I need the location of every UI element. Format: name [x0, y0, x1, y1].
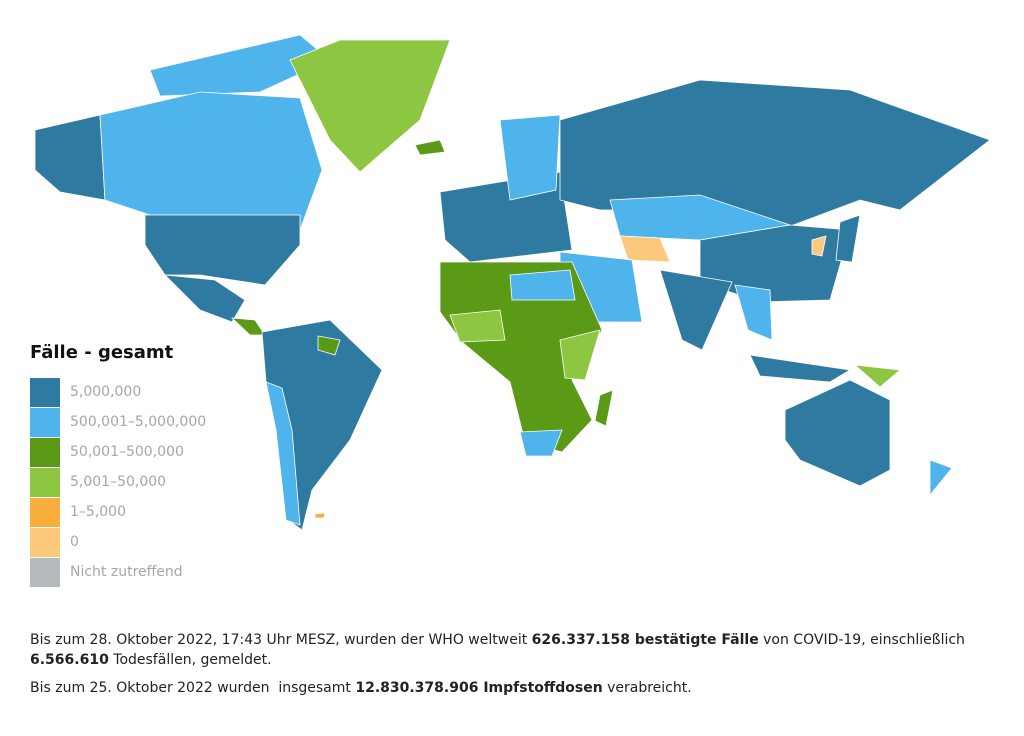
usa [144, 214, 301, 286]
legend-label: 0 [70, 534, 79, 550]
iceland [414, 139, 446, 156]
note-bold-text: 6.566.610 [30, 652, 109, 668]
legend-swatch [30, 407, 60, 437]
legend-label: 5,000,000 [70, 384, 142, 400]
note-text: Bis zum 28. Oktober 2022, 17:43 Uhr MESZ… [30, 632, 532, 648]
south-africa [519, 429, 563, 457]
north-africa [509, 269, 576, 301]
legend-swatch [30, 497, 60, 527]
greenland [289, 39, 451, 173]
russia [559, 79, 991, 231]
indonesia [749, 354, 852, 383]
papua [853, 364, 901, 388]
note-bold-text: 12.830.378.906 Impfstoffdosen [355, 680, 603, 696]
note-text: verabreicht. [602, 680, 692, 696]
legend-item: 0 [30, 527, 206, 557]
legend-title: Fälle - gesamt [30, 342, 174, 363]
legend-item: 500,001–5,000,000 [30, 407, 206, 437]
chile-peru [265, 381, 301, 526]
legend-label: 50,001–500,000 [70, 444, 184, 460]
legend-item: 5,000,000 [30, 377, 206, 407]
korea [811, 235, 827, 257]
note-bold-text: 626.337.158 bestätigte Fälle [531, 632, 759, 648]
legend-swatch [30, 467, 60, 497]
legend-label: Nicht zutreffend [70, 564, 183, 580]
legend-item: 50,001–500,000 [30, 437, 206, 467]
note-paragraph: Bis zum 28. Oktober 2022, 17:43 Uhr MESZ… [30, 630, 990, 670]
arctic-islands [149, 34, 331, 97]
central-asia [619, 235, 671, 263]
mexico [163, 274, 246, 323]
legend-items: 5,000,000 500,001–5,000,000 50,001–500,000… [30, 377, 206, 587]
falklands [314, 512, 326, 519]
madagascar [594, 389, 614, 427]
legend-label: 1–5,000 [70, 504, 126, 520]
notes: Bis zum 28. Oktober 2022, 17:43 Uhr MESZ… [30, 630, 990, 706]
africa [439, 261, 603, 453]
legend-item: 5,001–50,000 [30, 467, 206, 497]
legend-swatch [30, 377, 60, 407]
australia [784, 379, 891, 487]
legend: Fälle - gesamt 5,000,000 500,001–5,000,00… [30, 342, 206, 587]
legend-item: 1–5,000 [30, 497, 206, 527]
legend-swatch [30, 437, 60, 467]
west-africa [449, 309, 506, 343]
alaska [34, 114, 106, 201]
guyana [317, 335, 341, 356]
legend-label: 5,001–50,000 [70, 474, 167, 490]
note-text: Bis zum 25. Oktober 2022 wurden insgesam… [30, 680, 356, 696]
legend-item: Nicht zutreffend [30, 557, 206, 587]
note-text: Todesfällen, gemeldet. [108, 652, 272, 668]
legend-label: 500,001–5,000,000 [70, 414, 207, 430]
canada [99, 91, 323, 231]
world-map [34, 34, 991, 531]
southeast-asia [734, 284, 773, 341]
japan [835, 214, 861, 263]
east-africa [559, 329, 601, 381]
central-america [230, 317, 266, 336]
note-text: von COVID-19, einschließlich [758, 632, 970, 648]
scandinavia [499, 114, 561, 201]
legend-swatch [30, 557, 60, 587]
note-paragraph: Bis zum 25. Oktober 2022 wurden insgesam… [30, 678, 990, 698]
legend-swatch [30, 527, 60, 557]
india [659, 269, 733, 351]
new-zealand [929, 459, 953, 497]
